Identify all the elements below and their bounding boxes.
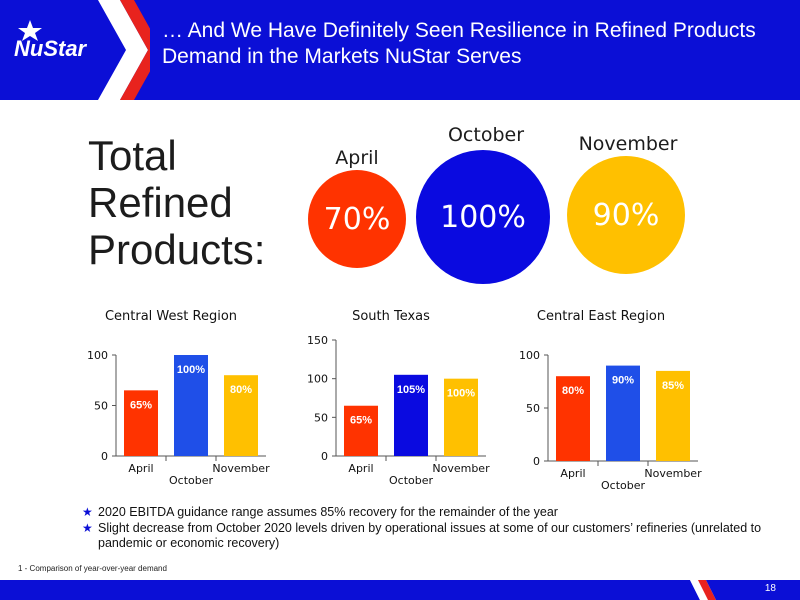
y-tick-label: 100 (519, 349, 540, 362)
header-banner: NuStar … And We Have Definitely Seen Res… (0, 0, 800, 100)
bar-october (174, 355, 208, 456)
bar-data-label: 100% (177, 364, 205, 376)
chart-central-east: 0 50 100 80% April 90% October 85% November (519, 349, 702, 492)
bar-data-label: 65% (130, 399, 152, 411)
circle-november: 90% (567, 156, 685, 274)
bar-april (556, 376, 590, 461)
circle-november-value: 90% (592, 197, 660, 233)
y-tick-label: 50 (94, 400, 108, 413)
bar-april (124, 390, 158, 456)
bar-data-label: 80% (230, 384, 252, 396)
y-tick-label: 0 (101, 450, 108, 463)
x-tick-label: April (128, 462, 153, 475)
y-tick-label: 100 (87, 349, 108, 362)
circle-april: 70% (308, 170, 406, 268)
bar-data-label: 85% (662, 380, 684, 392)
y-tick-label: 0 (321, 450, 328, 463)
x-tick-label: October (601, 479, 645, 492)
bar-november (656, 370, 690, 461)
bullet-text: Slight decrease from October 2020 levels… (98, 521, 762, 550)
month-label-october: October (447, 124, 525, 146)
x-tick-label: November (212, 462, 270, 475)
y-tick-label: 50 (526, 402, 540, 415)
y-tick-label: 100 (307, 373, 328, 386)
chart-title-south-texas: South Texas (352, 309, 430, 324)
circle-october: 100% (416, 150, 550, 284)
bullet-item: ★ Slight decrease from October 2020 leve… (82, 521, 762, 551)
nustar-logo: NuStar (14, 0, 150, 100)
bar-data-label: 100% (447, 388, 475, 400)
star-icon: ★ (82, 521, 93, 535)
bar-november (444, 378, 478, 456)
chart-central-west: 0 50 100 65% April 100% October 80% November (87, 349, 270, 487)
total-refined-products-label: Total Refined Products: (88, 132, 266, 273)
circle-april-value: 70% (323, 201, 391, 237)
bar-october (394, 374, 428, 456)
x-tick-label: April (560, 467, 585, 480)
month-label-april: April (335, 147, 379, 169)
y-tick-label: 0 (533, 455, 540, 468)
circle-october-value: 100% (440, 199, 526, 235)
slide-title: … And We Have Definitely Seen Resilience… (162, 19, 756, 68)
footnote: 1 - Comparison of year-over-year demand (18, 564, 167, 573)
month-label-november: November (578, 133, 678, 155)
x-tick-label: October (389, 474, 433, 487)
y-tick-label: 150 (307, 334, 328, 347)
bar-april (344, 405, 378, 456)
chart-title-central-east: Central East Region (536, 309, 666, 324)
chart-title-central-west: Central West Region (104, 309, 238, 324)
x-tick-label: October (169, 474, 213, 487)
bar-data-label: 105% (397, 384, 425, 396)
y-tick-label: 50 (314, 411, 328, 424)
bullet-item: ★ 2020 EBITDA guidance range assumes 85%… (82, 505, 762, 520)
page-number: 18 (764, 583, 776, 594)
footer-bar (0, 580, 800, 600)
bar-october (606, 365, 640, 461)
logo-text: NuStar (14, 36, 88, 61)
bar-data-label: 65% (350, 415, 372, 427)
bar-data-label: 90% (612, 375, 634, 387)
x-tick-label: November (644, 467, 702, 480)
x-tick-label: November (432, 462, 490, 475)
chart-south-texas: 0 50 100 150 65% April 105% October 100% November (307, 334, 490, 487)
bullet-list: ★ 2020 EBITDA guidance range assumes 85%… (82, 505, 762, 552)
x-tick-label: April (348, 462, 373, 475)
bullet-text: 2020 EBITDA guidance range assumes 85% r… (98, 505, 558, 519)
star-icon: ★ (82, 505, 93, 519)
bar-november (224, 375, 258, 456)
bar-data-label: 80% (562, 385, 584, 397)
